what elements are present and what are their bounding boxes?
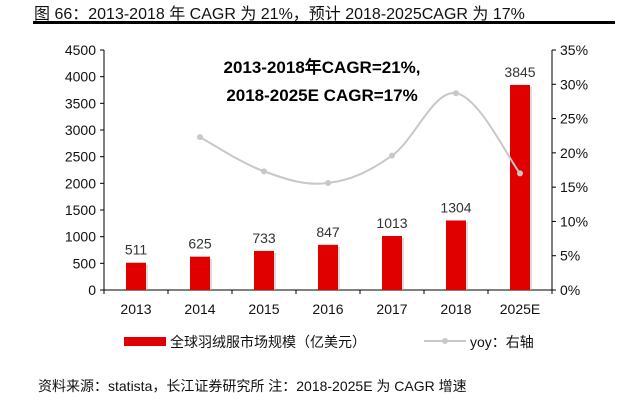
yoy-point	[517, 170, 523, 177]
legend-bar-swatch	[124, 337, 166, 346]
right-tick-label: 0%	[560, 282, 580, 298]
legend-bar-label: 全球羽绒服市场规模（亿美元）	[170, 334, 366, 350]
left-tick-label: 1500	[65, 202, 96, 218]
source-note: 资料来源：statista，长江证券研究所 注：2018-2025E 为 CAG…	[38, 378, 467, 394]
x-tick-label: 2016	[312, 301, 343, 317]
yoy-point	[325, 180, 331, 187]
yoy-point	[261, 168, 267, 175]
bar-data-label: 733	[252, 230, 276, 246]
right-tick-label: 10%	[560, 213, 588, 229]
right-tick-label: 5%	[560, 248, 580, 264]
bar	[318, 244, 338, 290]
x-tick-label: 2025E	[500, 301, 540, 317]
yoy-point	[453, 90, 459, 97]
left-tick-label: 2500	[65, 149, 96, 165]
right-tick-label: 20%	[560, 145, 588, 161]
bar	[510, 84, 530, 290]
title-rule	[33, 21, 615, 24]
bar	[446, 220, 466, 290]
x-tick-label: 2013	[120, 301, 151, 317]
legend-line-marker	[442, 338, 448, 344]
right-tick-label: 30%	[560, 76, 588, 92]
bar-data-label: 1304	[440, 199, 471, 215]
x-tick-label: 2018	[440, 301, 471, 317]
left-tick-label: 4500	[65, 42, 96, 58]
right-tick-label: 25%	[560, 111, 588, 127]
left-tick-label: 4000	[65, 69, 96, 85]
bar-data-label: 511	[125, 242, 148, 258]
left-tick-label: 1000	[65, 229, 96, 245]
x-tick-label: 2017	[376, 301, 407, 317]
right-tick-label: 35%	[560, 42, 588, 58]
left-tick-label: 0	[88, 282, 96, 298]
bar-data-label: 625	[188, 236, 212, 252]
left-tick-label: 3500	[65, 95, 96, 111]
bar	[190, 256, 210, 290]
left-tick-label: 2000	[65, 175, 96, 191]
x-tick-label: 2014	[184, 301, 215, 317]
yoy-point	[197, 134, 203, 141]
annotation-cagr-2013-2018: 2013-2018年CAGR=21%,	[223, 57, 420, 77]
left-tick-label: 3000	[65, 122, 96, 138]
right-tick-label: 15%	[560, 179, 588, 195]
left-tick-label: 500	[73, 255, 97, 271]
yoy-point	[389, 152, 395, 159]
bar-data-label: 3845	[504, 64, 535, 80]
annotation-cagr-2018-2025: 2018-2025E CAGR=17%	[226, 86, 417, 105]
x-tick-label: 2015	[248, 301, 279, 317]
bar	[126, 262, 146, 290]
bar-data-label: 847	[316, 224, 340, 240]
bar-data-label: 1013	[376, 215, 407, 231]
legend-line-label: yoy：右轴	[470, 334, 534, 350]
bar	[382, 235, 402, 290]
yoy-line	[199, 92, 521, 185]
bar	[254, 250, 274, 290]
chart: 0 500 1000 1500 2000 2500 3000 3500 4000 4500 0% 5%…	[65, 42, 588, 350]
figure-title: 图 66：2013-2018 年 CAGR 为 21%，预计 2018-2025…	[34, 6, 525, 23]
